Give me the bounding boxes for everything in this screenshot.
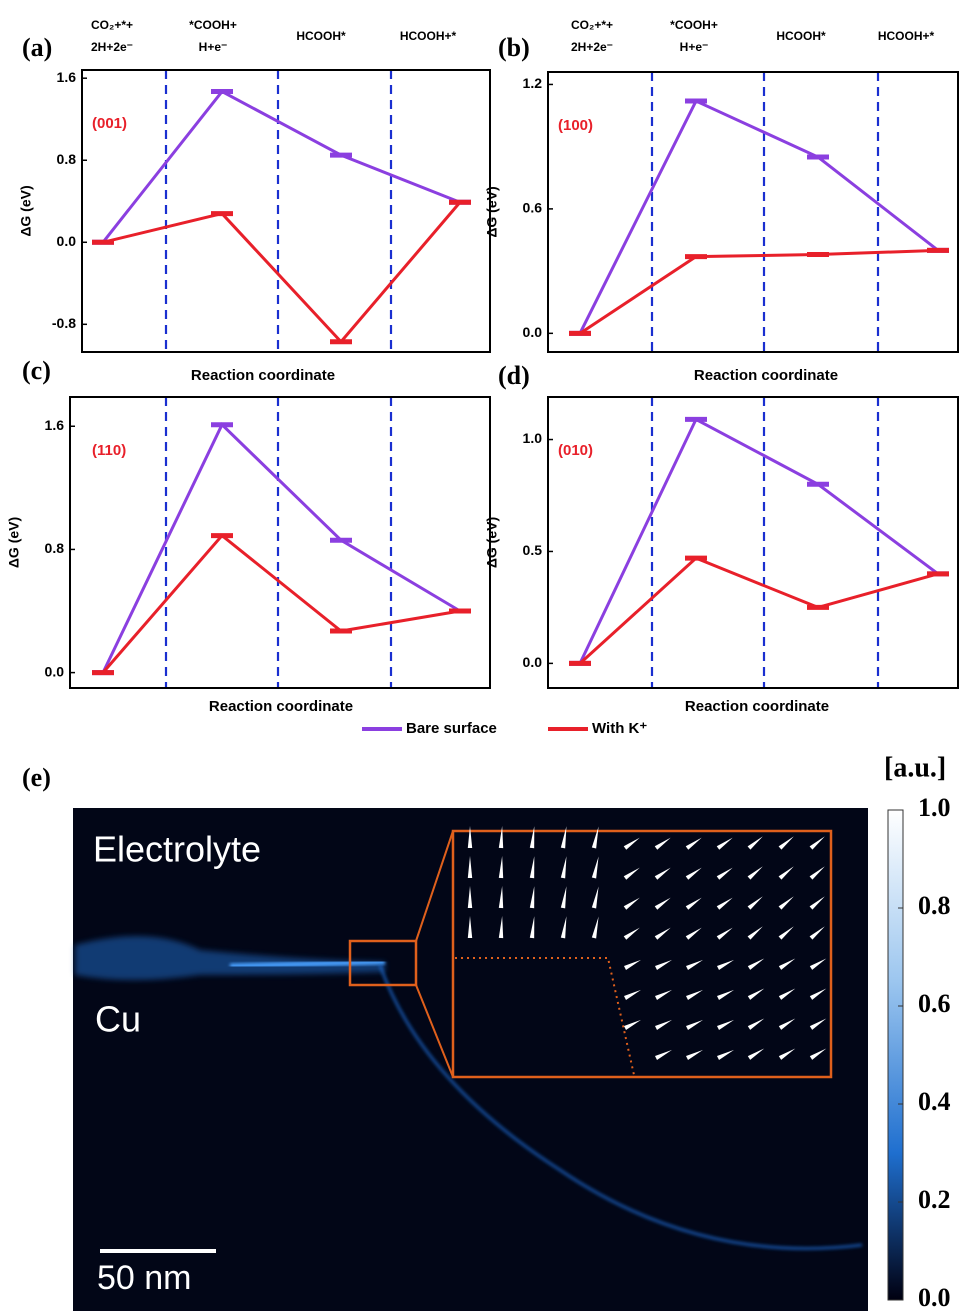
category-label: *COOH+ H+e⁻ — [180, 14, 246, 58]
y-axis-label: ΔG (eV) — [484, 186, 500, 237]
x-axis-label: Reaction coordinate — [685, 698, 829, 715]
y-tick-label: 0.8 — [45, 540, 65, 556]
category-label: CO₂+*+ 2H+2e⁻ — [79, 14, 145, 58]
facet-label: (100) — [558, 117, 593, 134]
y-tick-label: 0.8 — [57, 151, 77, 167]
zoom-inset — [453, 831, 831, 1077]
series-line — [580, 250, 938, 333]
colorbar-tick-label: 0.6 — [918, 989, 951, 1018]
series-line — [103, 202, 460, 341]
y-axis-label: ΔG (eV) — [6, 517, 22, 568]
facet-label: (010) — [558, 442, 593, 459]
y-tick-label: 0.0 — [57, 233, 77, 249]
panel-label: (b) — [498, 33, 530, 62]
y-tick-label: 0.0 — [523, 654, 543, 670]
y-tick-label: -0.8 — [52, 315, 76, 331]
y-tick-label: 0.5 — [523, 542, 543, 558]
series-line — [103, 425, 460, 673]
region-label: Cu — [95, 999, 141, 1040]
legend-label: With K⁺ — [592, 720, 647, 737]
y-tick-label: 1.6 — [45, 417, 65, 433]
panel-label: (a) — [22, 33, 52, 62]
x-axis-label: Reaction coordinate — [694, 367, 838, 384]
x-axis-label: Reaction coordinate — [209, 698, 353, 715]
region-label: Electrolyte — [93, 829, 261, 870]
category-label: HCOOH+* — [873, 14, 939, 58]
y-axis-label: ΔG (eV) — [18, 185, 34, 236]
colorbar — [888, 810, 903, 1300]
facet-label: (001) — [92, 115, 127, 132]
category-label: CO₂+*+ 2H+2e⁻ — [559, 14, 625, 58]
figure-canvas: -0.8 0.0 0.8 1.6 (001) ΔG (eV) Reaction coordi… — [0, 0, 960, 1311]
y-tick-label: 1.2 — [523, 75, 543, 91]
figure: -0.8 0.0 0.8 1.6 (001) ΔG (eV) Reaction coordi… — [0, 0, 960, 1311]
y-tick-label: 1.0 — [523, 430, 543, 446]
y-tick-label: 0.0 — [523, 324, 543, 340]
colorbar-tick-label: 0.8 — [918, 891, 951, 920]
y-tick-label: 0.6 — [523, 200, 543, 216]
series-line — [103, 92, 460, 243]
category-label: HCOOH* — [768, 14, 834, 58]
colorbar-tick-label: 0.4 — [918, 1087, 951, 1116]
panel-label: (d) — [498, 361, 530, 390]
series-line — [103, 536, 460, 673]
plot-frame — [548, 72, 958, 352]
y-tick-label: 1.6 — [57, 69, 77, 85]
colorbar-tick-label: 1.0 — [918, 793, 951, 822]
plot-frame — [70, 397, 490, 688]
series-line — [580, 419, 938, 663]
facet-label: (110) — [92, 442, 126, 459]
colorbar-tick-label: 0.2 — [918, 1185, 951, 1214]
y-axis-label: ΔG (eV) — [484, 517, 500, 568]
category-label: HCOOH* — [288, 14, 354, 58]
panel-label: (c) — [22, 356, 51, 385]
colorbar-title: [a.u.] — [884, 752, 946, 783]
scale-bar-label: 50 nm — [97, 1259, 192, 1297]
colorbar-tick-label: 0.0 — [918, 1283, 951, 1311]
series-line — [580, 558, 938, 663]
category-label: HCOOH+* — [395, 14, 461, 58]
y-tick-label: 0.0 — [45, 663, 65, 679]
plot-frame — [82, 70, 490, 352]
category-label: *COOH+ H+e⁻ — [661, 14, 727, 58]
x-axis-label: Reaction coordinate — [191, 367, 335, 384]
legend-label: Bare surface — [406, 720, 497, 737]
panel-label: (e) — [22, 763, 51, 792]
